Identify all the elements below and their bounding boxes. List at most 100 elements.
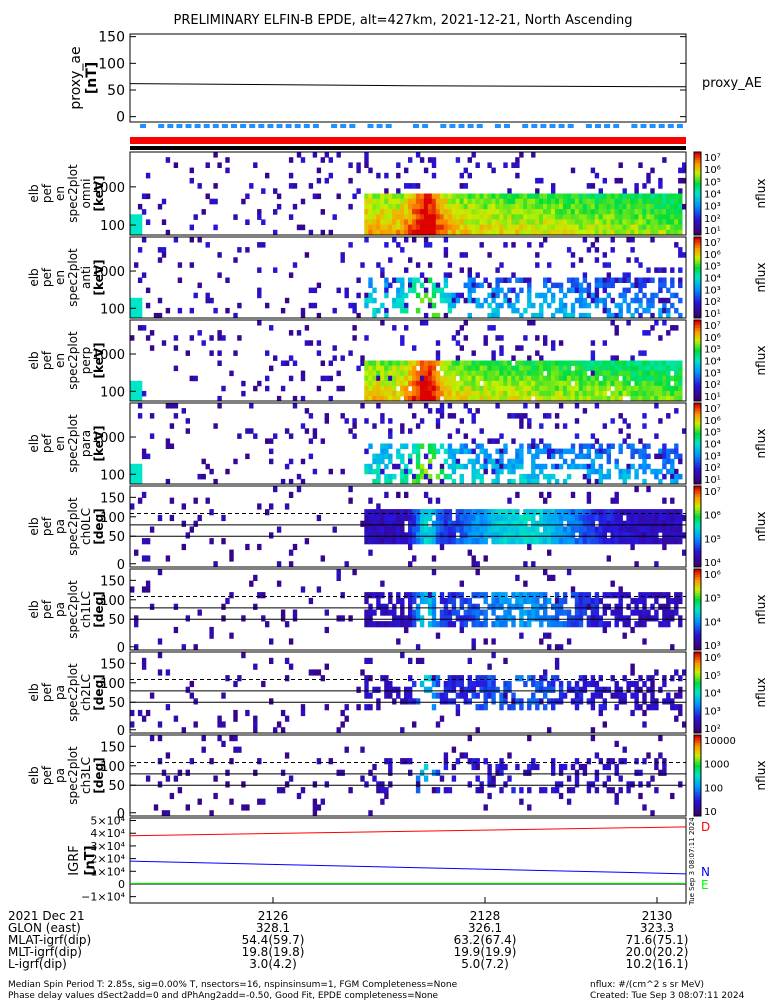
heatmap-cell bbox=[400, 292, 405, 299]
heatmap-cell bbox=[491, 209, 496, 215]
heatmap-cell bbox=[392, 203, 397, 210]
heatmap-cell bbox=[646, 526, 651, 533]
heatmap-cell bbox=[384, 365, 389, 372]
colorbar-step bbox=[694, 424, 701, 428]
heatmap-cell bbox=[582, 375, 588, 382]
heatmap-cell bbox=[376, 365, 381, 372]
heatmap-cell bbox=[352, 325, 357, 331]
heatmap-cell bbox=[678, 520, 683, 527]
heatmap-cell bbox=[670, 792, 675, 800]
heatmap-cell bbox=[527, 804, 532, 811]
heatmap-cell bbox=[388, 769, 393, 776]
heatmap-cell bbox=[630, 626, 635, 634]
heatmap-cell bbox=[134, 214, 139, 220]
heatmap-cell bbox=[586, 198, 592, 205]
heatmap-cell bbox=[376, 463, 381, 470]
heatmap-cell bbox=[404, 514, 409, 522]
heatmap-cell bbox=[618, 370, 623, 377]
heatmap-cell bbox=[415, 219, 421, 225]
heatmap-cell bbox=[439, 609, 445, 616]
heatmap-cell bbox=[408, 615, 413, 622]
heatmap-cell bbox=[459, 463, 464, 470]
heatmap-cell bbox=[547, 229, 552, 236]
heatmap-cell bbox=[463, 509, 468, 516]
colorbar-step bbox=[694, 628, 701, 632]
heatmap-cell bbox=[562, 214, 568, 220]
colorbar-step bbox=[694, 639, 701, 643]
heatmap-cell bbox=[415, 592, 421, 599]
heatmap-cell bbox=[614, 395, 619, 402]
heatmap-cell bbox=[415, 448, 421, 455]
heatmap-cell bbox=[650, 325, 655, 331]
heatmap-cell bbox=[578, 538, 584, 545]
heatmap-cell bbox=[340, 709, 345, 717]
heatmap-cell bbox=[507, 514, 512, 522]
heatmap-cell bbox=[551, 538, 556, 545]
heatmap-cell bbox=[674, 203, 679, 210]
colorbar-step bbox=[694, 791, 701, 795]
heatmap-cell bbox=[638, 224, 643, 231]
heatmap-cell bbox=[435, 312, 441, 319]
heatmap-cell bbox=[451, 538, 457, 545]
heatmap-cell bbox=[356, 167, 361, 174]
heatmap-cell bbox=[491, 532, 496, 539]
heatmap-cell bbox=[554, 787, 560, 794]
heatmap-cell bbox=[384, 514, 389, 522]
heatmap-cell bbox=[562, 448, 568, 455]
heatmap-cell bbox=[606, 526, 611, 533]
heatmap-cell bbox=[225, 307, 230, 314]
heatmap-cell bbox=[447, 229, 453, 236]
heatmap-cell bbox=[610, 692, 615, 699]
heatmap-cell bbox=[594, 385, 600, 392]
heatmap-cell bbox=[495, 390, 500, 397]
heatmap-cell bbox=[511, 413, 516, 419]
heatmap-cell bbox=[320, 555, 325, 562]
heatmap-cell bbox=[562, 597, 568, 605]
igrf-frame bbox=[129, 817, 687, 904]
heatmap-cell bbox=[491, 219, 496, 225]
heatmap-cell bbox=[614, 365, 619, 372]
heatmap-cell bbox=[638, 538, 643, 545]
heatmap-cell bbox=[582, 686, 588, 693]
heatmap-cell bbox=[551, 574, 556, 581]
heatmap-cell bbox=[491, 597, 496, 605]
heatmap-cell bbox=[551, 365, 556, 372]
heatmap-cell bbox=[551, 390, 556, 397]
heatmap-cell bbox=[392, 302, 397, 309]
heatmap-cell bbox=[384, 680, 389, 688]
heatmap-cell bbox=[535, 375, 540, 382]
heatmap-cell bbox=[674, 443, 679, 449]
heatmap-cell bbox=[551, 532, 556, 539]
heatmap-cell bbox=[471, 615, 476, 622]
heatmap-cell bbox=[646, 675, 651, 682]
colorbar-step bbox=[694, 614, 701, 619]
heatmap-cell bbox=[582, 360, 588, 366]
heatmap-cell bbox=[519, 478, 524, 485]
heatmap-cell bbox=[507, 193, 512, 200]
heatmap-cell bbox=[543, 669, 548, 676]
heatmap-cell bbox=[463, 375, 468, 382]
x-axis-row-label: L-igrf(dip) bbox=[8, 957, 67, 971]
heatmap-cell bbox=[606, 375, 611, 382]
heatmap-cell bbox=[455, 360, 461, 366]
heatmap-cell bbox=[618, 312, 623, 319]
heatmap-cell bbox=[511, 307, 516, 314]
heatmap-cell bbox=[606, 262, 611, 268]
heatmap-cell bbox=[209, 810, 214, 817]
heatmap-cell bbox=[650, 775, 655, 782]
heatmap-cell bbox=[630, 193, 635, 200]
heatmap-cell bbox=[543, 365, 548, 372]
heatmap-cell bbox=[157, 569, 163, 576]
heatmap-cell bbox=[372, 370, 377, 377]
heatmap-cell bbox=[638, 395, 643, 402]
heatmap-cell bbox=[554, 198, 560, 205]
y-tick-label: 100 bbox=[100, 219, 125, 234]
colorbar-step bbox=[694, 475, 701, 480]
heatmap-cell bbox=[467, 193, 472, 200]
heatmap-cell bbox=[324, 375, 329, 382]
colorbar-step bbox=[694, 521, 701, 525]
colorbar-label: nflux bbox=[754, 678, 768, 708]
heatmap-cell bbox=[419, 224, 425, 231]
heatmap-cell bbox=[229, 592, 234, 599]
heatmap-cell bbox=[324, 177, 329, 184]
